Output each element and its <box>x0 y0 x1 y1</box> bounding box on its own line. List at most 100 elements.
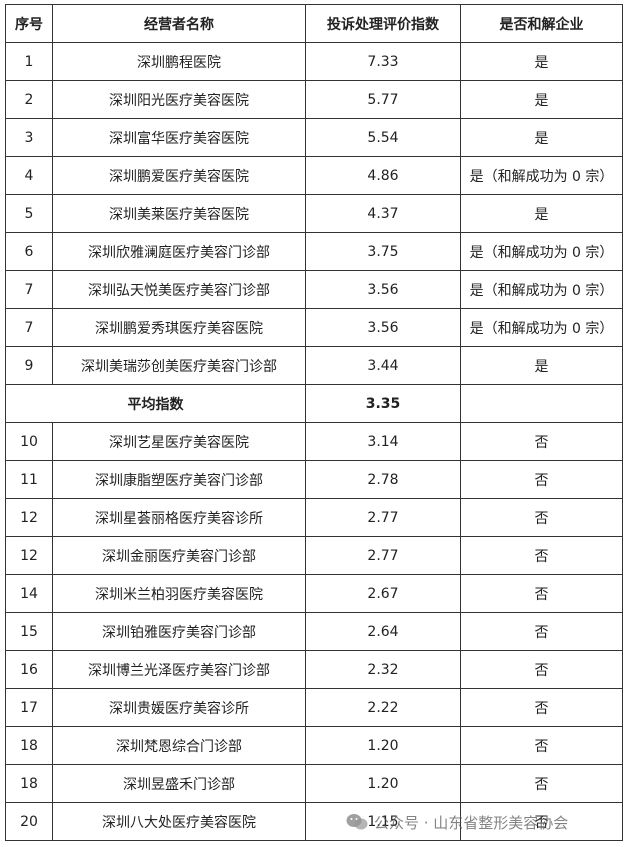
average-label: 平均指数 <box>5 384 306 423</box>
rank-cell: 17 <box>5 688 53 727</box>
complaint-index-cell: 2.77 <box>305 498 461 537</box>
operator-name-cell: 深圳康脂塑医疗美容门诊部 <box>52 460 306 499</box>
settlement-cell: 是（和解成功为 0 宗） <box>460 308 623 347</box>
rank-cell: 16 <box>5 650 53 689</box>
settlement-cell: 否 <box>460 460 623 499</box>
complaint-table: 序号 经营者名称 投诉处理评价指数 是否和解企业 1 深圳鹏程医院 7.33 是 2 深圳阳光医疗… <box>5 4 623 841</box>
rank-cell: 14 <box>5 574 53 613</box>
operator-name-cell: 深圳弘天悦美医疗美容门诊部 <box>52 270 306 309</box>
table-row: 12 深圳星荟丽格医疗美容诊所 2.77 否 <box>5 498 623 537</box>
complaint-index-cell: 2.78 <box>305 460 461 499</box>
operator-name-cell: 深圳艺星医疗美容医院 <box>52 422 306 461</box>
operator-name-cell: 深圳八大处医疗美容医院 <box>52 802 306 841</box>
rank-cell: 7 <box>5 270 53 309</box>
settlement-cell: 否 <box>460 498 623 537</box>
settlement-cell: 否 <box>460 764 623 803</box>
complaint-index-cell: 3.75 <box>305 232 461 271</box>
table-row: 7 深圳鹏爱秀琪医疗美容医院 3.56 是（和解成功为 0 宗） <box>5 308 623 347</box>
operator-name-cell: 深圳梵恩综合门诊部 <box>52 726 306 765</box>
settlement-cell: 否 <box>460 536 623 575</box>
empty-cell <box>460 384 623 423</box>
rank-cell: 7 <box>5 308 53 347</box>
settlement-cell: 否 <box>460 650 623 689</box>
table-row: 16 深圳博兰光泽医疗美容门诊部 2.32 否 <box>5 650 623 689</box>
rank-cell: 6 <box>5 232 53 271</box>
complaint-index-cell: 2.77 <box>305 536 461 575</box>
settlement-cell: 否 <box>460 574 623 613</box>
settlement-cell: 是 <box>460 80 623 119</box>
complaint-index-cell: 2.64 <box>305 612 461 651</box>
table-row: 7 深圳弘天悦美医疗美容门诊部 3.56 是（和解成功为 0 宗） <box>5 270 623 309</box>
operator-name-cell: 深圳美莱医疗美容医院 <box>52 194 306 233</box>
rank-cell: 4 <box>5 156 53 195</box>
settlement-cell: 是（和解成功为 0 宗） <box>460 232 623 271</box>
table-row: 3 深圳富华医疗美容医院 5.54 是 <box>5 118 623 157</box>
operator-name-cell: 深圳博兰光泽医疗美容门诊部 <box>52 650 306 689</box>
settlement-cell: 是 <box>460 194 623 233</box>
operator-name-cell: 深圳金丽医疗美容门诊部 <box>52 536 306 575</box>
table-row: 18 深圳昱盛禾门诊部 1.20 否 <box>5 764 623 803</box>
operator-name-cell: 深圳鹏爱秀琪医疗美容医院 <box>52 308 306 347</box>
header-cell: 经营者名称 <box>52 4 306 43</box>
rank-cell: 12 <box>5 498 53 537</box>
operator-name-cell: 深圳阳光医疗美容医院 <box>52 80 306 119</box>
rank-cell: 18 <box>5 726 53 765</box>
table-row: 4 深圳鹏爱医疗美容医院 4.86 是（和解成功为 0 宗） <box>5 156 623 195</box>
complaint-index-cell: 2.67 <box>305 574 461 613</box>
complaint-index-cell: 5.77 <box>305 80 461 119</box>
complaint-index-cell: 3.56 <box>305 308 461 347</box>
table-row: 12 深圳金丽医疗美容门诊部 2.77 否 <box>5 536 623 575</box>
table-row: 14 深圳米兰柏羽医疗美容医院 2.67 否 <box>5 574 623 613</box>
operator-name-cell: 深圳昱盛禾门诊部 <box>52 764 306 803</box>
wechat-icon <box>346 814 368 830</box>
settlement-cell: 否 <box>460 422 623 461</box>
rank-cell: 18 <box>5 764 53 803</box>
operator-name-cell: 深圳铂雅医疗美容门诊部 <box>52 612 306 651</box>
header-cell: 是否和解企业 <box>460 4 623 43</box>
rank-cell: 10 <box>5 422 53 461</box>
operator-name-cell: 深圳鹏爱医疗美容医院 <box>52 156 306 195</box>
complaint-index-cell: 2.22 <box>305 688 461 727</box>
complaint-index-cell: 1.20 <box>305 764 461 803</box>
table-row: 9 深圳美瑞莎创美医疗美容门诊部 3.44 是 <box>5 346 623 385</box>
operator-name-cell: 深圳鹏程医院 <box>52 42 306 81</box>
rank-cell: 2 <box>5 80 53 119</box>
header-cell: 序号 <box>5 4 53 43</box>
table-row: 11 深圳康脂塑医疗美容门诊部 2.78 否 <box>5 460 623 499</box>
rank-cell: 9 <box>5 346 53 385</box>
settlement-cell: 是 <box>460 346 623 385</box>
complaint-index-cell: 7.33 <box>305 42 461 81</box>
operator-name-cell: 深圳美瑞莎创美医疗美容门诊部 <box>52 346 306 385</box>
complaint-index-cell: 4.37 <box>305 194 461 233</box>
header-cell: 投诉处理评价指数 <box>305 4 461 43</box>
operator-name-cell: 深圳欣雅澜庭医疗美容门诊部 <box>52 232 306 271</box>
complaint-index-cell: 4.86 <box>305 156 461 195</box>
rank-cell: 15 <box>5 612 53 651</box>
table-row: 17 深圳贵媛医疗美容诊所 2.22 否 <box>5 688 623 727</box>
rank-cell: 1 <box>5 42 53 81</box>
operator-name-cell: 深圳星荟丽格医疗美容诊所 <box>52 498 306 537</box>
operator-name-cell: 深圳贵媛医疗美容诊所 <box>52 688 306 727</box>
settlement-cell: 是（和解成功为 0 宗） <box>460 270 623 309</box>
settlement-cell: 是 <box>460 42 623 81</box>
header-row: 序号 经营者名称 投诉处理评价指数 是否和解企业 <box>5 4 623 43</box>
table-row: 2 深圳阳光医疗美容医院 5.77 是 <box>5 80 623 119</box>
table-row: 1 深圳鹏程医院 7.33 是 <box>5 42 623 81</box>
average-value: 3.35 <box>305 384 461 423</box>
table-row: 6 深圳欣雅澜庭医疗美容门诊部 3.75 是（和解成功为 0 宗） <box>5 232 623 271</box>
table-row: 18 深圳梵恩综合门诊部 1.20 否 <box>5 726 623 765</box>
complaint-index-cell: 3.44 <box>305 346 461 385</box>
settlement-cell: 否 <box>460 802 623 841</box>
settlement-cell: 否 <box>460 612 623 651</box>
watermark-text: 公众号 · 山东省整形美容协会 <box>374 813 569 832</box>
rank-cell: 20 <box>5 802 53 841</box>
complaint-index-cell: 3.14 <box>305 422 461 461</box>
settlement-cell: 否 <box>460 726 623 765</box>
table-row: 20 深圳八大处医疗美容医院 1.15 否 <box>5 802 623 841</box>
settlement-cell: 是（和解成功为 0 宗） <box>460 156 623 195</box>
table-row: 10 深圳艺星医疗美容医院 3.14 否 <box>5 422 623 461</box>
operator-name-cell: 深圳富华医疗美容医院 <box>52 118 306 157</box>
table-row: 15 深圳铂雅医疗美容门诊部 2.64 否 <box>5 612 623 651</box>
complaint-index-cell: 5.54 <box>305 118 461 157</box>
